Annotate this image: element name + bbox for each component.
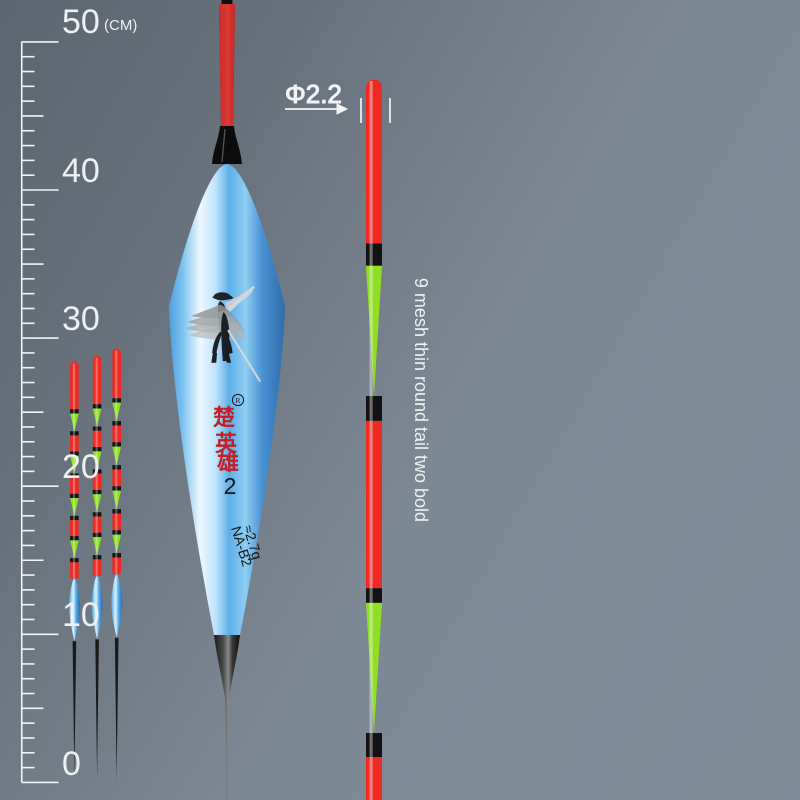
svg-text:10: 10 (62, 596, 100, 634)
svg-text:2: 2 (224, 473, 237, 499)
svg-text:Φ2.2: Φ2.2 (285, 79, 342, 109)
svg-text:9 mesh thin round tail two bol: 9 mesh thin round tail two bold (411, 278, 431, 522)
svg-text:50: 50 (62, 3, 100, 41)
svg-text:R: R (235, 396, 240, 405)
svg-text:30: 30 (62, 300, 100, 338)
svg-text:20: 20 (62, 448, 100, 486)
svg-text:楚: 楚 (213, 405, 235, 430)
svg-text:雄: 雄 (216, 450, 239, 475)
svg-text:0: 0 (62, 745, 81, 783)
svg-text:40: 40 (62, 152, 100, 190)
svg-text:(CM): (CM) (104, 17, 137, 34)
